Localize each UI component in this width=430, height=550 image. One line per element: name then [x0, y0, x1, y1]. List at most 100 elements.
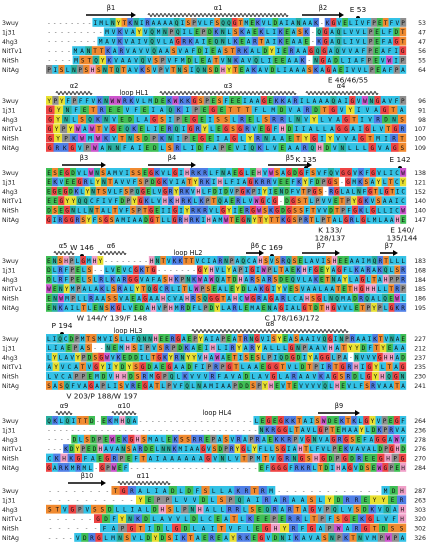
- residue: A: [179, 295, 183, 302]
- residue-highlight: [196, 303, 203, 312]
- residue: -: [73, 29, 77, 36]
- residue: Y: [382, 497, 386, 504]
- residue: -: [294, 488, 298, 495]
- residue: S: [119, 383, 123, 390]
- residue-highlight: [294, 105, 304, 115]
- residue-highlight: [388, 105, 398, 115]
- residue: E: [165, 336, 169, 343]
- sequence-name: NitSh: [2, 136, 19, 143]
- residue: I: [272, 39, 276, 46]
- residue-highlight: [327, 46, 335, 55]
- residue: Q: [116, 67, 120, 74]
- residue-highlight: [230, 114, 239, 124]
- residue-highlight: [163, 495, 173, 505]
- residue-highlight: [347, 18, 354, 27]
- residue: Q: [94, 57, 98, 64]
- residue-highlight: [136, 168, 143, 177]
- residue-highlight: [361, 495, 371, 505]
- residue: A: [146, 305, 150, 312]
- residue: Y: [185, 207, 189, 214]
- residue: P: [345, 336, 349, 343]
- residue: L: [340, 507, 344, 514]
- residue-highlight: [238, 293, 245, 303]
- residue: L: [83, 207, 87, 214]
- residue-highlight: [342, 96, 350, 105]
- residue-highlight: [191, 105, 201, 115]
- residue: V: [297, 277, 301, 284]
- residue-count: 98: [418, 117, 426, 124]
- residue: G: [176, 39, 180, 46]
- residue-highlight: [262, 523, 272, 533]
- residue: V: [140, 277, 144, 284]
- residue-highlight: [191, 303, 198, 312]
- residue: L: [76, 258, 80, 265]
- residue-highlight: [274, 168, 281, 177]
- residue: M: [87, 258, 91, 265]
- residue-highlight: [340, 205, 347, 215]
- residue-highlight: [304, 381, 311, 390]
- residue: S: [224, 48, 228, 55]
- residue-highlight: [108, 215, 115, 224]
- residue: I: [205, 48, 209, 55]
- residue: -: [242, 418, 246, 425]
- residue: G: [48, 145, 52, 152]
- residue-highlight: [347, 303, 354, 312]
- residue: W: [80, 135, 84, 142]
- residue-highlight: [211, 504, 219, 514]
- residue-highlight: [179, 55, 187, 65]
- residue: E: [217, 126, 221, 133]
- residue: K: [123, 437, 127, 444]
- residue: R: [181, 305, 185, 312]
- residue: L: [209, 170, 213, 177]
- residue: I: [202, 39, 206, 46]
- residue: S: [98, 217, 102, 224]
- residue-highlight: [88, 196, 96, 205]
- residue: A: [388, 39, 392, 46]
- residue: T: [233, 67, 237, 74]
- residue: G: [281, 446, 285, 453]
- residue-highlight: [92, 274, 99, 284]
- residue: S: [100, 507, 104, 514]
- residue: G: [361, 217, 365, 224]
- residue: P: [152, 135, 156, 142]
- residue-highlight: [374, 514, 383, 523]
- residue-highlight: [150, 114, 159, 124]
- residue: V: [349, 48, 353, 55]
- residue: W: [105, 355, 109, 362]
- residue: Y: [56, 117, 60, 124]
- residue-highlight: [100, 381, 107, 390]
- residue-highlight: [258, 486, 268, 495]
- residue-highlight: [196, 274, 203, 284]
- residue: T: [279, 267, 283, 274]
- residue: E: [256, 516, 260, 523]
- residue: L: [341, 57, 345, 64]
- residue: -: [59, 427, 63, 434]
- residue-highlight: [166, 362, 173, 371]
- residue: G: [332, 20, 336, 27]
- residue: G: [376, 98, 380, 105]
- residue-highlight: [126, 215, 132, 224]
- residue: T: [82, 305, 86, 312]
- residue-highlight: [286, 381, 293, 390]
- residue: -: [163, 267, 167, 274]
- residue: L: [161, 437, 165, 444]
- residue-highlight: [400, 463, 407, 472]
- residue-highlight: [181, 36, 188, 46]
- residue-highlight: [388, 352, 395, 362]
- residue: R: [355, 497, 359, 504]
- residue: A: [101, 207, 105, 214]
- sequence-row: 1j31- - - - - - - - - - - - - - - - - - - - - - - - - - - - - - - - - - - -…: [2, 425, 426, 434]
- residue-highlight: [83, 65, 90, 74]
- residue: H: [154, 336, 158, 343]
- residue-highlight: [379, 362, 387, 371]
- residue-highlight: [160, 293, 167, 303]
- residue-highlight: [278, 124, 287, 133]
- residue: A: [306, 373, 310, 380]
- residue-highlight: [245, 27, 252, 37]
- residue: -: [92, 39, 96, 46]
- residue: Q: [168, 107, 172, 114]
- residue-highlight: [233, 143, 242, 152]
- residue: L: [288, 117, 292, 124]
- residue-count: 186: [414, 296, 426, 303]
- residue: E: [118, 465, 122, 472]
